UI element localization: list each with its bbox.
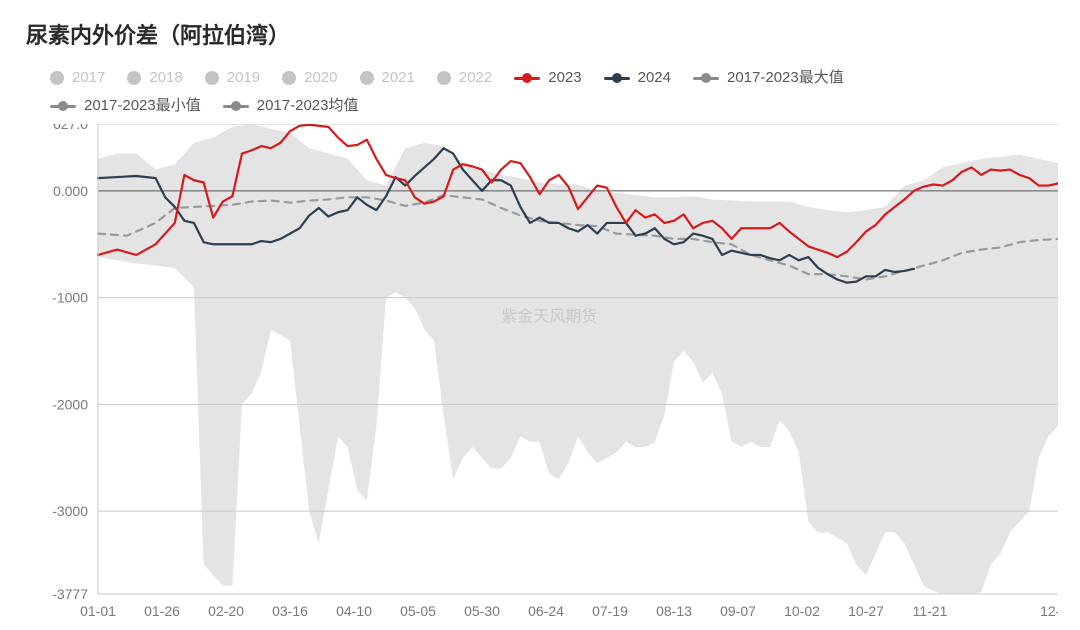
- legend-item[interactable]: 2018: [127, 64, 182, 92]
- y-tick-label: -2000: [52, 396, 88, 412]
- y-tick-label: 0.000: [53, 183, 88, 199]
- legend-marker-line: [50, 105, 76, 108]
- legend-marker-line: [604, 77, 630, 80]
- range-band: [98, 124, 1058, 594]
- x-tick-label: 01-26: [144, 603, 180, 619]
- legend-label: 2017-2023均值: [257, 92, 359, 120]
- legend-marker-line: [223, 105, 249, 108]
- legend-label: 2018: [149, 64, 182, 92]
- x-tick-label: 07-19: [592, 603, 628, 619]
- y-tick-label: 627.0: [53, 124, 88, 132]
- legend-item[interactable]: 2021: [360, 64, 415, 92]
- legend-marker-dot: [205, 71, 219, 85]
- x-tick-label: 11-21: [913, 603, 948, 619]
- x-tick-label: 01-01: [80, 603, 116, 619]
- legend-label: 2022: [459, 64, 492, 92]
- legend-marker-dot: [282, 71, 296, 85]
- legend-label: 2017-2023最大值: [727, 64, 844, 92]
- x-tick-label: 10-27: [848, 603, 884, 619]
- x-tick-label: 09-07: [720, 603, 756, 619]
- legend-label: 2020: [304, 64, 337, 92]
- x-tick-label: 10-02: [784, 603, 820, 619]
- legend: 201720182019202020212022202320242017-202…: [50, 64, 1058, 120]
- legend-label: 2024: [638, 64, 671, 92]
- x-tick-label: 06-24: [528, 603, 564, 619]
- watermark: 紫金天风期货: [501, 307, 597, 325]
- legend-marker-dot: [437, 71, 451, 85]
- y-tick-label: -1000: [52, 290, 88, 306]
- x-tick-label: 04-10: [336, 603, 372, 619]
- x-tick-label: 08-13: [656, 603, 692, 619]
- legend-label: 2019: [227, 64, 260, 92]
- y-tick-label: -3000: [52, 503, 88, 519]
- legend-item[interactable]: 2017-2023均值: [223, 92, 359, 120]
- chart-container: 尿素内外价差（阿拉伯湾） 2017 2018 2019 2020 2021 2022 202…: [0, 0, 1080, 630]
- legend-item[interactable]: 2023: [514, 64, 581, 92]
- legend-marker-dot: [50, 71, 64, 85]
- legend-item[interactable]: 2017-2023最小值: [50, 92, 201, 120]
- legend-label: 2021: [382, 64, 415, 92]
- x-tick-label: 03-16: [272, 603, 308, 619]
- legend-marker-dot: [360, 71, 374, 85]
- legend-label: 2017: [72, 64, 105, 92]
- y-tick-label: -3777: [52, 586, 88, 602]
- chart-plot-area: 627.0 0.000 -1000 -2000 -3000 -377701-01 01-26…: [22, 124, 1058, 624]
- legend-item[interactable]: 2020: [282, 64, 337, 92]
- legend-label: 2023: [548, 64, 581, 92]
- legend-row-1: 2017 2018 2019 2020 2021 2022 2023 2024 2017-202…: [50, 64, 1058, 92]
- legend-label: 2017-2023最小值: [84, 92, 201, 120]
- x-tick-label: 02-20: [208, 603, 244, 619]
- legend-row-2: 2017-2023最小值 2017-2023均值: [50, 92, 1058, 120]
- legend-marker-dot: [127, 71, 141, 85]
- legend-marker-line: [514, 77, 540, 80]
- legend-item[interactable]: 2019: [205, 64, 260, 92]
- legend-item[interactable]: 2017-2023最大值: [693, 64, 844, 92]
- chart-title: 尿素内外价差（阿拉伯湾）: [26, 18, 1058, 50]
- chart-svg: 627.0 0.000 -1000 -2000 -3000 -377701-01 01-26…: [22, 124, 1058, 624]
- legend-item[interactable]: 2024: [604, 64, 671, 92]
- x-tick-label: 12-31: [1040, 603, 1058, 619]
- legend-item[interactable]: 2017: [50, 64, 105, 92]
- legend-marker-line: [693, 77, 719, 80]
- x-tick-label: 05-30: [464, 603, 500, 619]
- legend-item[interactable]: 2022: [437, 64, 492, 92]
- x-tick-label: 05-05: [400, 603, 436, 619]
